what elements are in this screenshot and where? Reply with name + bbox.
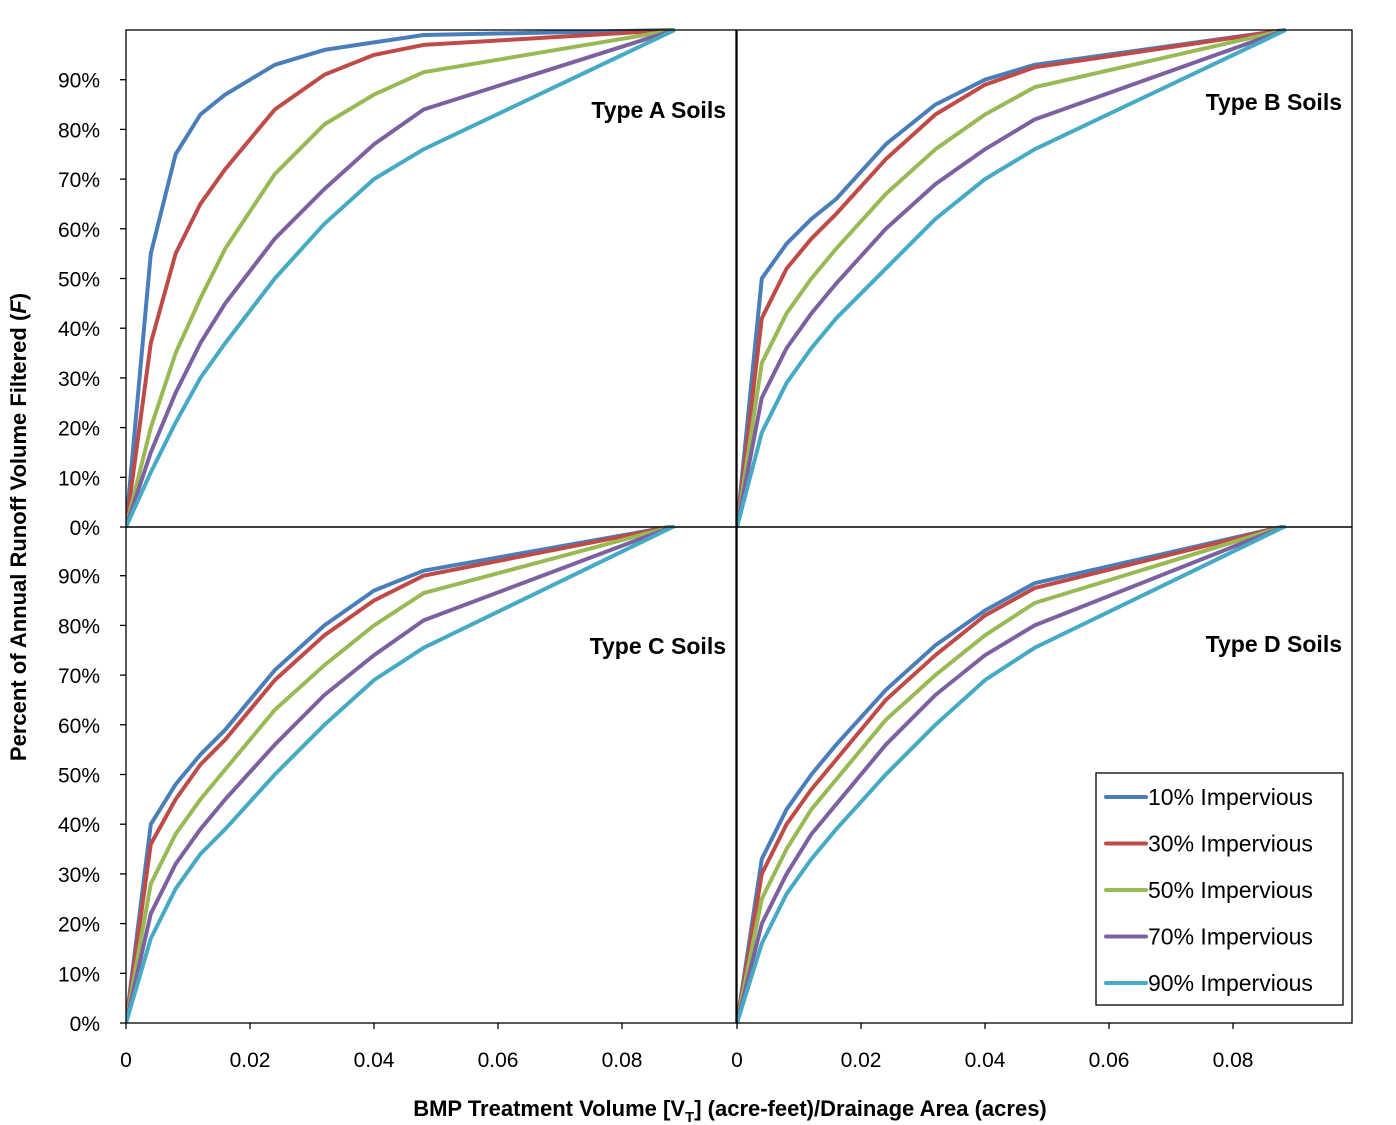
y-axis-title-italic: F [6,300,31,314]
y-tick-label: 90% [58,70,100,93]
y-tick-label: 60% [58,219,100,242]
series-line-10-impervious [126,525,676,1024]
panel-label: Type D Soils [1206,631,1342,657]
y-tick-label: 80% [58,615,100,638]
series-line-90-impervious [126,525,676,1024]
y-tick-label: 70% [58,169,100,192]
panel-label: Type C Soils [590,633,726,659]
y-tick-label: 0% [70,517,100,540]
legend-item: 70% Impervious [1104,924,1313,950]
legend: 10% Impervious 30% Impervious 50% Impervio… [1095,772,1344,1006]
panel-type-d-soils: Type D Soils [736,525,1353,1024]
y-tick-label: 40% [58,318,100,341]
legend-label: 10% Impervious [1148,784,1313,810]
series-line-90-impervious [737,525,1287,1024]
panel-type-c-soils: Type C Soils [125,525,737,1024]
panel-type-b-soils: Type B Soils [736,28,1353,528]
legend-item: 90% Impervious [1104,970,1313,996]
series-line-70-impervious [737,28,1287,528]
x-tick-label: 0.04 [354,1049,395,1072]
legend-label: 90% Impervious [1148,970,1313,996]
y-tick-label: 80% [58,119,100,142]
panel-label: Type B Soils [1206,89,1342,115]
panel-frame [736,526,1353,1024]
y-tick-label: 50% [58,765,100,788]
x-tick-label: 0.02 [841,1049,882,1072]
series-line-70-impervious [126,525,676,1024]
y-tick-label: 0% [70,1013,100,1036]
series-line-10-impervious [737,28,1286,528]
y-axis-title-main: Percent of Annual Runoff Volume Filtered… [6,313,31,761]
series-line-70-impervious [126,28,676,528]
series-line-10-impervious [737,525,1287,1024]
x-tick-label: 0.06 [1089,1049,1130,1072]
y-tick-label: 10% [58,963,100,986]
y-tick-label: 90% [58,566,100,589]
panel-type-a-soils: Type A Soils [125,28,737,528]
x-tick-label: 0.06 [478,1049,519,1072]
series-line-30-impervious [126,525,676,1024]
legend-label: 50% Impervious [1148,877,1313,903]
legend-label: 70% Impervious [1148,924,1313,950]
y-tick-label: 50% [58,269,100,292]
legend-item: 10% Impervious [1104,784,1313,810]
y-tick-label: 20% [58,914,100,937]
x-axis-title-subscript: T [685,1109,694,1125]
x-tick-label: 0.04 [965,1049,1006,1072]
panels: Type A Soils Type B Soils Type C Soils Type… [125,28,1353,1024]
y-tick-label: 70% [58,665,100,688]
series-line-10-impervious [126,28,675,528]
series-line-30-impervious [737,28,1286,528]
x-tick-label: 0.08 [1213,1049,1254,1072]
series-line-50-impervious [126,525,676,1024]
x-axis-title-end: ] (acre-feet)/Drainage Area (acres) [694,1096,1047,1121]
series-line-50-impervious [737,525,1287,1024]
legend-label: 30% Impervious [1148,831,1313,857]
series-line-90-impervious [126,28,676,528]
y-tick-label: 10% [58,467,100,490]
x-tick-label: 0.02 [230,1049,271,1072]
y-axis-title: Percent of Annual Runoff Volume Filtered… [6,293,31,761]
y-tick-label: 60% [58,715,100,738]
y-axis-title-end: ) [6,293,31,300]
panel-frame [125,526,737,1024]
series-line-50-impervious [126,28,676,528]
legend-item: 30% Impervious [1104,831,1313,857]
axes: 0% 10% 20% 30% 40% 50% 60% 70% 80% 90% 0% 10% 20% 30%… [58,70,1253,1072]
y-tick-label: 30% [58,368,100,391]
series-line-30-impervious [737,525,1287,1024]
x-axis-title: BMP Treatment Volume [VT] (acre-feet)/Dr… [413,1096,1047,1125]
series-line-50-impervious [737,28,1287,528]
series-line-90-impervious [737,28,1287,528]
x-axis-title-main: BMP Treatment Volume [V [413,1096,685,1121]
y-tick-label: 40% [58,814,100,837]
y-tick-label: 30% [58,864,100,887]
x-tick-label: 0.08 [602,1049,643,1072]
series-line-30-impervious [126,28,675,528]
y-tick-label: 20% [58,418,100,441]
series-line-70-impervious [737,525,1287,1024]
x-tick-label: 0 [731,1049,743,1072]
legend-item: 50% Impervious [1104,877,1313,903]
x-tick-label: 0 [120,1049,132,1072]
panel-label: Type A Soils [591,97,726,123]
